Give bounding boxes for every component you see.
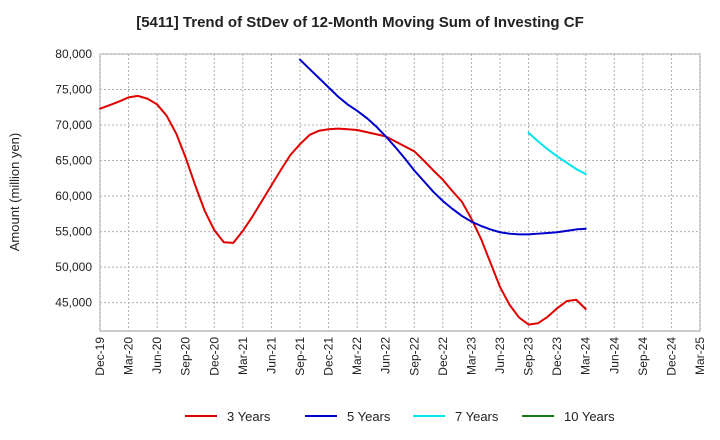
legend-swatch	[413, 415, 445, 417]
y-tick-label: 70,000	[55, 118, 92, 132]
legend-item-7-years: 7 Years	[413, 406, 498, 426]
x-tick-label: Dec-19	[93, 337, 107, 376]
x-tick-label: Mar-21	[236, 337, 250, 375]
y-tick-label: 75,000	[55, 83, 92, 97]
x-tick-label: Jun-22	[379, 337, 393, 374]
legend-item-10-years: 10 Years	[522, 406, 615, 426]
legend-label: 5 Years	[347, 408, 391, 424]
y-tick-label: 80,000	[55, 47, 92, 61]
x-tick-label: Dec-20	[207, 337, 221, 376]
x-tick-label: Mar-22	[350, 337, 364, 375]
legend-label: 10 Years	[564, 408, 615, 424]
y-tick-label: 50,000	[55, 260, 92, 274]
legend-swatch	[522, 415, 554, 417]
y-tick-label: 60,000	[55, 189, 92, 203]
axis-layer: 45,000 50,000 55,000 60,000 65,000 70,000 75,0…	[55, 47, 707, 376]
y-tick-label: 45,000	[55, 296, 92, 310]
x-tick-label: Sep-23	[522, 337, 536, 376]
x-tick-label: Sep-20	[179, 337, 193, 376]
x-tick-label: Jun-24	[607, 337, 621, 374]
x-tick-label: Mar-23	[464, 337, 478, 375]
series-line-3-years	[99, 94, 587, 326]
series-layer	[99, 58, 587, 326]
x-tick-label: Sep-24	[636, 337, 650, 376]
legend-item-3-years: 3 Years	[185, 406, 270, 426]
legend: 3 Years 5 Years 7 Years 10 Years	[0, 406, 720, 426]
plot-frame	[99, 53, 701, 332]
legend-swatch	[185, 415, 217, 417]
legend-label: 3 Years	[227, 408, 271, 424]
y-axis-label: Amount (million yen)	[7, 133, 22, 252]
x-tick-label: Dec-24	[664, 337, 678, 376]
x-tick-label: Jun-21	[264, 337, 278, 374]
x-tick-label: Mar-25	[693, 337, 707, 375]
y-tick-label: 55,000	[55, 225, 92, 239]
chart-title: [5411] Trend of StDev of 12-Month Moving…	[136, 14, 584, 31]
legend-item-5-years: 5 Years	[305, 406, 390, 426]
x-tick-label: Mar-24	[579, 337, 593, 375]
series-line-5-years	[299, 58, 587, 236]
x-tick-label: Dec-21	[322, 337, 336, 376]
grid-layer	[99, 53, 701, 332]
x-tick-label: Sep-22	[407, 337, 421, 376]
y-tick-label: 65,000	[55, 154, 92, 168]
x-tick-label: Sep-21	[293, 337, 307, 376]
x-tick-label: Dec-23	[550, 337, 564, 376]
x-tick-label: Jun-23	[493, 337, 507, 374]
x-tick-label: Mar-20	[122, 337, 136, 375]
series-line-7-years	[527, 131, 587, 176]
legend-swatch	[305, 415, 337, 417]
legend-label: 7 Years	[455, 408, 499, 424]
x-tick-label: Dec-22	[436, 337, 450, 376]
x-tick-label: Jun-20	[150, 337, 164, 374]
